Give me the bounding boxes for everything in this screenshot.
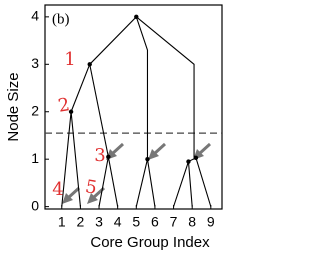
x-tick-label: 8 bbox=[188, 214, 196, 230]
handwritten-label: 4 bbox=[52, 179, 63, 200]
x-tick-label: 3 bbox=[95, 214, 103, 230]
handwritten-label: 2 bbox=[56, 94, 71, 117]
node bbox=[87, 62, 92, 67]
x-tick-label: 2 bbox=[77, 214, 85, 230]
node bbox=[145, 156, 150, 162]
handwritten-label: 5 bbox=[84, 176, 99, 199]
x-tick-label: 1 bbox=[58, 214, 66, 230]
node bbox=[106, 154, 111, 160]
node bbox=[193, 155, 199, 160]
plot-frame bbox=[44, 4, 223, 210]
arrows bbox=[62, 142, 212, 204]
edge bbox=[61, 111, 81, 207]
x-tick-label: 9 bbox=[207, 214, 215, 230]
edge bbox=[135, 159, 156, 207]
arrow bbox=[62, 186, 81, 204]
edge bbox=[89, 64, 109, 157]
arrow bbox=[148, 142, 167, 160]
x-tick-label: 6 bbox=[151, 214, 159, 230]
x-tick-label: 4 bbox=[114, 214, 122, 230]
y-tick-label: 2 bbox=[31, 102, 39, 118]
node bbox=[68, 109, 74, 114]
panel-label: (b) bbox=[52, 11, 70, 27]
y-tick-label: 4 bbox=[31, 8, 39, 24]
y-axis-label: Node Size bbox=[5, 72, 22, 141]
edge bbox=[70, 64, 91, 112]
x-tick-label: 7 bbox=[170, 214, 178, 230]
y-tick-label: 0 bbox=[31, 197, 39, 213]
edge bbox=[173, 161, 193, 207]
edge bbox=[135, 16, 149, 160]
x-tick-label: 5 bbox=[132, 214, 140, 230]
handwritten-label: 3 bbox=[94, 145, 105, 166]
handwritten-label: 1 bbox=[64, 49, 75, 70]
edge bbox=[135, 16, 195, 158]
y-tick-label: 3 bbox=[31, 55, 39, 71]
y-tick-label: 1 bbox=[31, 150, 39, 166]
node bbox=[186, 159, 191, 164]
node bbox=[134, 14, 139, 20]
edge bbox=[89, 16, 137, 65]
x-axis-label: Core Group Index bbox=[90, 234, 210, 251]
